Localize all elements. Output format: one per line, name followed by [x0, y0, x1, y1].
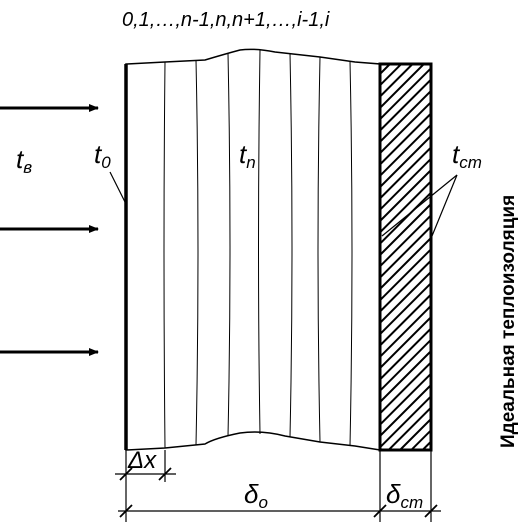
step-label: Δx [127, 447, 157, 474]
surface-temp-leader [109, 171, 127, 205]
node-temp-label: tn [239, 139, 256, 172]
inner-temp-label: tв [16, 144, 32, 177]
wall-temp-leader-outer [431, 174, 458, 237]
node-grid-lines [163, 49, 353, 449]
node-sequence-label: 0,1,…,n-1,n,n+1,…,i-1,i [122, 9, 330, 31]
wall-layer [378, 62, 433, 452]
insulation-caption: Идеальная теплоизоляция [498, 195, 519, 448]
wall-temp-leader-inner [381, 174, 458, 237]
wall-temp-label: tст [452, 139, 482, 172]
grid-line [289, 52, 293, 438]
grid-line [195, 59, 199, 446]
thickness-dimension [118, 450, 441, 522]
wall-thickness-label: δст [386, 479, 423, 512]
surface-temp-label: t0 [94, 139, 111, 172]
grid-line [258, 49, 261, 435]
grid-line [349, 60, 353, 447]
grid-line [227, 52, 231, 437]
step-dimension [115, 450, 176, 482]
heat-flux-arrows [0, 104, 99, 356]
grid-line [163, 61, 166, 449]
grid-line [317, 56, 321, 443]
ice-thickness-label: δо [244, 479, 268, 512]
